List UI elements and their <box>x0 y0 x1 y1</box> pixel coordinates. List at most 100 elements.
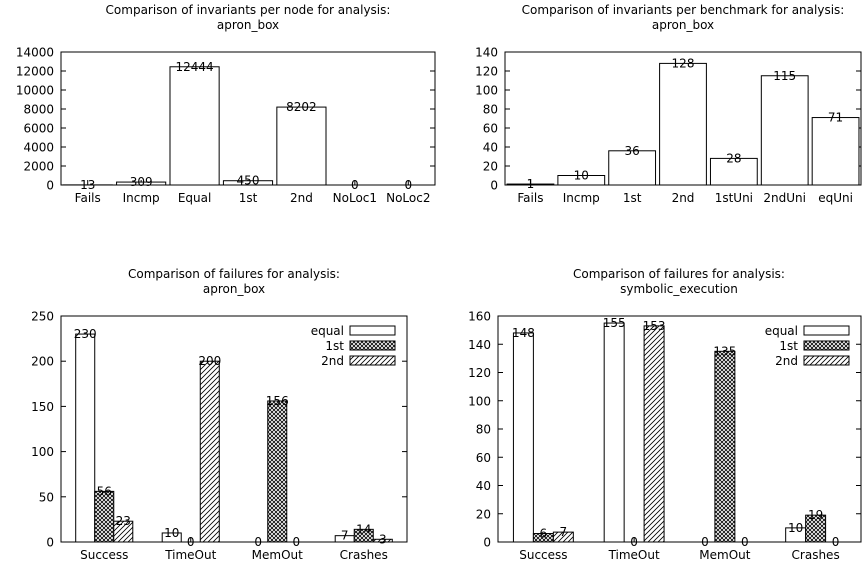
bar-value-label: 8202 <box>286 100 317 114</box>
chart-1: Comparison of invariants per node for an… <box>16 3 436 205</box>
x-tick-label: 2nd <box>672 191 695 205</box>
x-tick-label: Success <box>80 548 128 562</box>
bar-value-label: 7 <box>341 529 349 543</box>
x-tick-label: 1st <box>239 191 258 205</box>
chart-subtitle: apron_box <box>217 18 279 32</box>
y-tick-label: 150 <box>31 400 54 414</box>
bar-1st <box>714 350 736 543</box>
x-tick-label: Crashes <box>792 548 840 562</box>
bar-value-label: 12444 <box>175 60 213 74</box>
legend-label: equal <box>765 324 798 338</box>
bar-value-label: 128 <box>672 56 695 70</box>
bar-value-label: 10 <box>164 526 179 540</box>
y-tick-label: 100 <box>31 445 54 459</box>
bar-2nd <box>199 360 220 543</box>
y-tick-label: 100 <box>468 394 491 408</box>
y-tick-label: 80 <box>483 103 498 117</box>
y-tick-label: 50 <box>39 490 54 504</box>
bar-value-label: 309 <box>130 175 153 189</box>
legend-swatch <box>349 355 396 366</box>
y-tick-label: 4000 <box>23 141 54 155</box>
bar <box>608 150 657 186</box>
x-tick-label: Fails <box>517 191 543 205</box>
bar <box>276 106 327 186</box>
x-tick-label: NoLoc1 <box>333 191 377 205</box>
chart-4: Comparison of failures for analysis:symb… <box>468 267 862 562</box>
bar-value-label: 450 <box>237 174 260 188</box>
legend-label: 2nd <box>321 354 344 368</box>
chart-title: Comparison of invariants per benchmark f… <box>522 3 845 17</box>
bar-value-label: 230 <box>74 327 97 341</box>
y-tick-label: 200 <box>31 355 54 369</box>
y-tick-label: 140 <box>468 338 491 352</box>
y-tick-label: 40 <box>476 479 491 493</box>
y-tick-label: 20 <box>483 160 498 174</box>
legend-label: 1st <box>779 339 798 353</box>
y-tick-label: 14000 <box>16 46 54 60</box>
x-tick-label: Success <box>519 548 567 562</box>
bar-value-label: 3 <box>379 532 387 546</box>
bar <box>709 157 758 186</box>
plot-frame <box>504 51 862 186</box>
y-tick-label: 100 <box>475 84 498 98</box>
y-tick-label: 80 <box>476 423 491 437</box>
plot-frame <box>497 315 862 543</box>
y-tick-label: 250 <box>31 310 54 324</box>
bar-equal <box>603 322 625 543</box>
bar-1st <box>94 490 115 543</box>
bar-value-label: 10 <box>574 169 589 183</box>
legend-swatch <box>803 340 850 351</box>
legend-label: 1st <box>325 339 344 353</box>
x-tick-label: Incmp <box>563 191 600 205</box>
chart-title: Comparison of invariants per node for an… <box>106 3 391 17</box>
x-tick-label: TimeOut <box>164 548 216 562</box>
bar-equal <box>512 332 534 543</box>
y-tick-label: 2000 <box>23 160 54 174</box>
plot-frame <box>60 51 436 186</box>
y-tick-label: 0 <box>490 179 498 193</box>
bar <box>659 62 707 186</box>
bar-value-label: 56 <box>97 484 112 498</box>
bar-value-label: 6 <box>540 527 548 541</box>
x-tick-label: 2ndUni <box>763 191 806 205</box>
bar-value-label: 115 <box>773 69 796 83</box>
x-tick-label: Crashes <box>340 548 388 562</box>
x-tick-label: Fails <box>75 191 101 205</box>
y-tick-label: 120 <box>475 65 498 79</box>
y-tick-label: 60 <box>483 122 498 136</box>
bar-value-label: 135 <box>713 344 736 358</box>
chart-3: Comparison of failures for analysis:apro… <box>31 267 408 562</box>
x-tick-label: Incmp <box>123 191 160 205</box>
y-tick-label: 8000 <box>23 103 54 117</box>
legend-label: 2nd <box>775 354 798 368</box>
y-tick-label: 6000 <box>23 122 54 136</box>
chart-subtitle: symbolic_execution <box>620 282 738 296</box>
x-tick-label: MemOut <box>252 548 303 562</box>
x-tick-label: Equal <box>178 191 212 205</box>
bar <box>811 117 860 186</box>
chart-title: Comparison of failures for analysis: <box>573 267 785 281</box>
y-tick-label: 0 <box>483 536 491 550</box>
plot-frame <box>60 315 408 543</box>
chart-subtitle: apron_box <box>652 18 714 32</box>
y-tick-label: 160 <box>468 310 491 324</box>
bar-value-label: 23 <box>116 514 131 528</box>
bar-value-label: 14 <box>356 522 371 536</box>
legend-swatch <box>349 340 396 351</box>
y-tick-label: 12000 <box>16 65 54 79</box>
bar-value-label: 1 <box>527 177 535 191</box>
chart-title: Comparison of failures for analysis: <box>128 267 340 281</box>
bar-value-label: 156 <box>266 394 289 408</box>
y-tick-label: 120 <box>468 366 491 380</box>
bar-value-label: 28 <box>726 151 741 165</box>
bar-equal <box>75 333 96 543</box>
bar-value-label: 19 <box>808 508 823 522</box>
bar-value-label: 153 <box>643 319 666 333</box>
bar-value-label: 148 <box>512 326 535 340</box>
bar <box>760 75 809 186</box>
y-tick-label: 10000 <box>16 84 54 98</box>
bar-value-label: 200 <box>198 354 221 368</box>
